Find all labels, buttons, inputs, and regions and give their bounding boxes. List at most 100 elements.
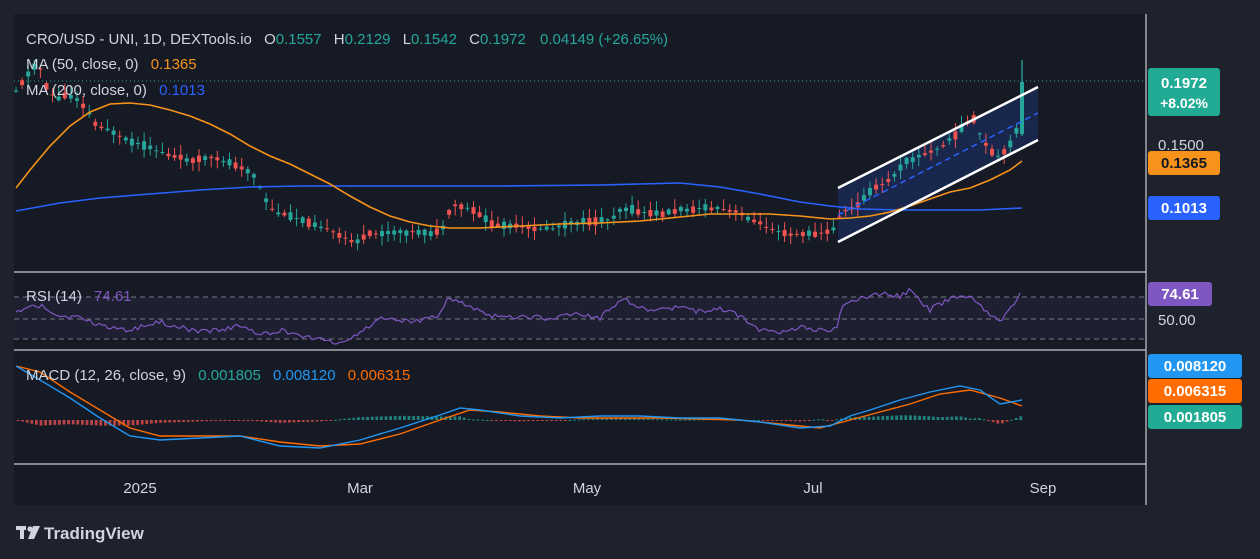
macd-histogram-bar <box>683 419 687 421</box>
macd-histogram-bar <box>182 420 185 422</box>
macd-histogram-bar <box>1014 418 1018 420</box>
macd-histogram-bar <box>835 419 839 421</box>
candle-body <box>477 212 482 217</box>
candle-body <box>300 217 305 223</box>
macd-histogram-bar <box>122 420 126 426</box>
macd-histogram-bar <box>642 418 645 420</box>
macd-histogram-bar <box>265 420 268 422</box>
candle-body <box>709 207 714 211</box>
macd-histogram-bar <box>752 420 756 421</box>
macd-histogram-bar <box>375 416 379 420</box>
candle-body <box>172 155 177 158</box>
candle-body <box>136 142 140 145</box>
candle-body <box>245 169 250 174</box>
candle-body <box>782 229 787 237</box>
candle-body <box>56 96 61 101</box>
candle-body <box>355 239 360 244</box>
candle-body <box>666 209 671 215</box>
candle-body <box>99 126 104 129</box>
signal-line <box>15 365 1023 447</box>
candle-body <box>190 158 195 163</box>
candle-body <box>935 148 940 150</box>
macd-histogram-bar <box>35 420 38 425</box>
macd-histogram-bar <box>872 416 875 420</box>
macd-badge-value: 0.008120 <box>1164 358 1227 375</box>
macd-histogram-bar <box>899 415 903 420</box>
macd-legend-signal: 0.006315 <box>348 367 411 384</box>
close-value: 0.1972 <box>480 31 526 48</box>
macd-histogram-bar <box>412 416 415 420</box>
macd-histogram-bar <box>173 420 176 423</box>
candle-body <box>947 138 952 141</box>
macd-histogram-bar <box>991 420 995 423</box>
macd-histogram-bar <box>577 419 581 421</box>
candle-body <box>904 157 909 164</box>
macd-histogram-bar <box>407 415 411 420</box>
macd-histogram-bar <box>646 418 650 420</box>
candle-body <box>880 184 885 186</box>
macd-histogram-bar <box>559 420 563 421</box>
macd-histogram-bar <box>329 420 333 421</box>
candle-body <box>892 173 897 177</box>
candle-body <box>404 230 409 236</box>
candle-body <box>819 232 824 234</box>
macd-histogram-bar <box>462 417 466 420</box>
ma200-legend-value: 0.1013 <box>159 82 205 99</box>
candle-body <box>703 204 708 211</box>
low-label: L <box>403 31 411 48</box>
macd-histogram-bar <box>918 415 921 420</box>
macd-legend-macd: 0.008120 <box>273 367 336 384</box>
candle-body <box>62 92 67 99</box>
macd-histogram-bar <box>922 415 926 420</box>
candle-body <box>685 208 689 212</box>
macd-histogram-bar <box>352 417 356 420</box>
candle-body <box>788 233 793 236</box>
candle-body <box>953 131 958 140</box>
macd-histogram-bar <box>959 416 963 420</box>
candle-body <box>898 164 903 171</box>
candle-body <box>770 228 775 231</box>
macd-histogram-bar <box>485 419 489 421</box>
time-axis: 2025 Mar May Jul Sep <box>123 480 1056 497</box>
macd-histogram-bar <box>357 417 360 420</box>
macd-histogram-bar <box>826 420 829 421</box>
candle-body <box>251 174 256 178</box>
macd-histogram-bar <box>288 420 291 423</box>
candle-body <box>398 230 403 233</box>
change-value: 0.04149 (+26.65%) <box>540 31 668 48</box>
high-label: H <box>334 31 345 48</box>
rsi-legend-value: 74.61 <box>94 288 132 305</box>
macd-histogram-bar <box>159 420 162 423</box>
channel-upper-line <box>837 85 1039 190</box>
macd-histogram-bar <box>145 420 149 425</box>
macd-badge: 0.008120 <box>1148 354 1242 378</box>
candle-body <box>367 230 372 236</box>
macd-histogram-bar <box>605 418 609 420</box>
macd-histogram-bar <box>219 420 222 421</box>
candle-body <box>929 150 933 153</box>
macd-histogram-bar <box>633 418 636 420</box>
macd-histogram-bar <box>522 420 526 422</box>
close-label: C <box>469 31 480 48</box>
candle-body <box>990 148 994 156</box>
ma50-badge: 0.1365 <box>1148 151 1220 175</box>
candle-body <box>349 240 354 243</box>
candle-body <box>331 231 336 233</box>
macd-histogram-bar <box>269 420 273 423</box>
macd-histogram-bar <box>472 419 475 421</box>
candle-body <box>44 83 49 90</box>
macd-histogram-bar <box>439 416 443 420</box>
candle-body <box>502 221 506 229</box>
candle-body <box>373 233 378 235</box>
candle-body <box>142 141 147 150</box>
macd-histogram-bar <box>651 419 655 421</box>
macd-histogram-bar <box>807 420 811 421</box>
candle-body <box>910 157 915 163</box>
macd-histogram-bar <box>945 416 949 420</box>
candle-body <box>605 219 610 221</box>
macd-histogram-bar <box>242 420 245 421</box>
candle-body <box>471 207 476 214</box>
header-legend: CRO/USD - UNI, 1D, DEXTools.io O0.1557 H… <box>26 31 668 48</box>
macd-histogram-bar <box>554 420 558 421</box>
